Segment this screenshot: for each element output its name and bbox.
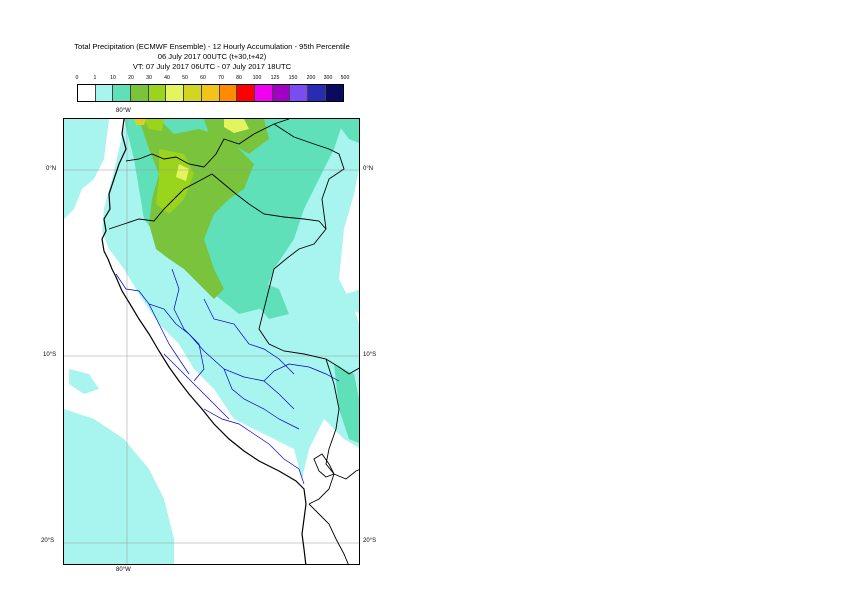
precip-area-light (69, 369, 99, 394)
lat-label-right: 10°S (363, 352, 377, 358)
precip-area-lime (156, 149, 194, 214)
lat-label-left: 10°S (43, 352, 57, 358)
title-line-2: 06 July 2017 00UTC (t+30,t+42) (157, 52, 267, 61)
lake-titicaca (313, 453, 335, 478)
border-peru-brazil (258, 228, 359, 375)
region-border (203, 298, 295, 375)
region-border (268, 443, 305, 485)
border-chile-argentina (333, 469, 359, 480)
color-scale-swatch (166, 85, 185, 101)
precip-area-light (64, 409, 174, 564)
lat-label-left: 0°N (46, 166, 57, 172)
precip-area-light (346, 289, 359, 314)
region-border (163, 353, 230, 420)
region-border (171, 268, 205, 382)
color-scale-swatch (272, 85, 291, 101)
color-scale-swatch (95, 85, 114, 101)
region-border (223, 368, 300, 430)
color-scale-bar (77, 84, 345, 102)
scale-label: 30 (146, 75, 152, 81)
scale-label: 300 (323, 75, 333, 81)
map-canvas (64, 119, 359, 564)
border-colombia-ecuador (125, 153, 205, 168)
precip-area-lime (144, 119, 164, 131)
color-scale-swatch (148, 85, 167, 101)
scale-label: 10 (110, 75, 116, 81)
color-scale-swatch (237, 85, 255, 101)
scale-label: 150 (288, 75, 298, 81)
color-scale-swatch (219, 85, 238, 101)
precip-area-light (64, 119, 109, 219)
lat-label-right: 20°S (363, 538, 377, 544)
title-line-3: VT: 07 July 2017 06UTC - 07 July 2017 18… (132, 62, 292, 71)
scale-label: 70 (218, 75, 224, 81)
color-scale-swatch (325, 85, 344, 101)
precip-area-green (204, 119, 269, 154)
scale-label: 0 (75, 75, 79, 81)
region-border (148, 303, 190, 375)
scale-label: 50 (182, 75, 188, 81)
precip-area-orange (138, 119, 144, 122)
region-borders (115, 268, 340, 485)
border-ecuador-peru (108, 173, 213, 230)
color-scale-swatch (131, 85, 149, 101)
scale-label: 200 (306, 75, 316, 81)
color-scale-swatch (184, 85, 202, 101)
border-bolivia-chile (308, 503, 349, 564)
border-colombia-venezuela (273, 123, 345, 230)
precip-area-medium (254, 279, 289, 319)
lat-label-right: 0°N (363, 166, 374, 172)
coastline (101, 119, 307, 564)
scale-label: 60 (200, 75, 206, 81)
color-scale-swatch (113, 85, 132, 101)
scale-label: 40 (164, 75, 170, 81)
scale-label: 1 (93, 75, 97, 81)
scale-label: 500 (340, 75, 350, 81)
lon-label-top: 80°W (116, 108, 131, 114)
title-line-1: Total Precipitation (ECMWF Ensemble) - 1… (74, 42, 350, 51)
scale-label: 100 (252, 75, 262, 81)
color-scale-swatch (254, 85, 273, 101)
lat-label-left: 20°S (41, 538, 55, 544)
map-title: Total Precipitation (ECMWF Ensemble) - 1… (0, 42, 424, 72)
precipitation-map (63, 118, 360, 565)
precip-area-medium (334, 364, 359, 444)
lon-label-bottom: 80°W (116, 567, 131, 573)
color-scale-swatch (307, 85, 326, 101)
scale-label: 20 (128, 75, 134, 81)
region-border (263, 363, 340, 382)
color-scale-labels: 0 1 10 20 30 40 50 60 70 80 100 125 150 … (68, 75, 358, 85)
color-scale-swatch (78, 85, 96, 101)
precip-area-yellow (224, 119, 249, 133)
country-borders (101, 119, 359, 564)
border-peru-colombia (211, 173, 327, 230)
color-scale-swatch (201, 85, 220, 101)
scale-label: 125 (270, 75, 280, 81)
precip-area-medium (334, 119, 359, 144)
precipitation-field (64, 119, 359, 564)
region-border (203, 408, 270, 445)
color-scale-swatch (290, 85, 308, 101)
scale-label: 80 (236, 75, 242, 81)
border-peru-bolivia (308, 358, 340, 505)
precip-area-yellow (176, 164, 189, 181)
